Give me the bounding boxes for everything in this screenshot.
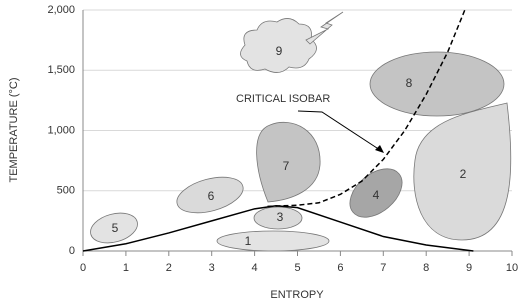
chart: 1 2 3 4 5 6 7 8 9 CRITICAL ISOBAR ENTROP… — [0, 0, 523, 304]
region-label: 1 — [245, 234, 252, 248]
x-tick-label: 0 — [80, 262, 86, 274]
region-label: 6 — [208, 189, 215, 203]
region-label: 5 — [112, 221, 119, 235]
x-tick-label: 10 — [506, 262, 518, 274]
y-tick-label: 1,000 — [47, 124, 75, 136]
region — [217, 231, 329, 251]
y-tick-label: 1,500 — [47, 64, 75, 76]
x-tick-label: 6 — [337, 262, 343, 274]
x-tick-label: 9 — [466, 262, 472, 274]
y-axis-label: TEMPERATURE (°C) — [8, 77, 20, 182]
region-label: 7 — [283, 159, 290, 173]
x-tick-label: 4 — [252, 262, 258, 274]
x-tick-label: 3 — [209, 262, 215, 274]
regions — [87, 12, 511, 251]
region-label: 2 — [460, 167, 467, 181]
y-tick-label: 0 — [69, 245, 75, 257]
region-label: 4 — [373, 188, 380, 202]
y-tick-label: 500 — [57, 185, 75, 197]
x-tick-label: 2 — [166, 262, 172, 274]
annotation: CRITICAL ISOBAR — [236, 93, 330, 105]
x-axis-label: ENTROPY — [270, 289, 324, 301]
lightning — [306, 12, 343, 44]
x-tick-label: 1 — [123, 262, 129, 274]
region-label: 3 — [277, 210, 284, 224]
arrow-head — [375, 145, 384, 153]
x-tick-label: 8 — [423, 262, 429, 274]
region-label: 8 — [406, 76, 413, 90]
region-label: 9 — [276, 44, 283, 58]
y-tick-label: 2,000 — [47, 4, 75, 16]
x-tick-label: 7 — [380, 262, 386, 274]
x-tick-label: 5 — [294, 262, 300, 274]
region — [370, 52, 504, 116]
